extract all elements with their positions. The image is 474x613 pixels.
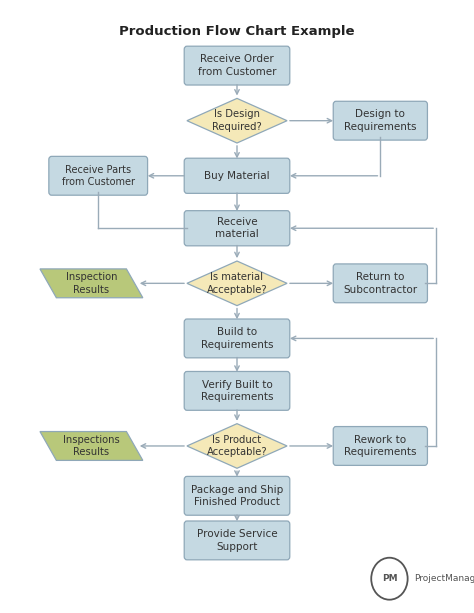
Text: Receive Parts
from Customer: Receive Parts from Customer: [62, 164, 135, 187]
Polygon shape: [40, 269, 143, 298]
Polygon shape: [187, 424, 287, 468]
Text: Design to
Requirements: Design to Requirements: [344, 110, 417, 132]
Text: Is Design
Required?: Is Design Required?: [212, 110, 262, 132]
FancyBboxPatch shape: [184, 371, 290, 410]
Text: Return to
Subcontractor: Return to Subcontractor: [343, 272, 418, 294]
Text: Package and Ship
Finished Product: Package and Ship Finished Product: [191, 485, 283, 507]
FancyBboxPatch shape: [49, 156, 147, 195]
Text: Provide Service
Support: Provide Service Support: [197, 529, 277, 552]
Text: ProjectManager: ProjectManager: [414, 574, 474, 583]
FancyBboxPatch shape: [333, 427, 428, 465]
FancyBboxPatch shape: [333, 101, 428, 140]
FancyBboxPatch shape: [184, 476, 290, 515]
Text: Buy Material: Buy Material: [204, 171, 270, 181]
FancyBboxPatch shape: [184, 521, 290, 560]
Polygon shape: [40, 432, 143, 460]
Text: Receive
material: Receive material: [215, 217, 259, 240]
Text: Is material
Acceptable?: Is material Acceptable?: [207, 272, 267, 294]
FancyBboxPatch shape: [184, 46, 290, 85]
Text: Receive Order
from Customer: Receive Order from Customer: [198, 55, 276, 77]
Text: Is Product
Acceptable?: Is Product Acceptable?: [207, 435, 267, 457]
Text: Inspections
Results: Inspections Results: [63, 435, 120, 457]
Text: PM: PM: [382, 574, 397, 583]
Polygon shape: [187, 261, 287, 306]
FancyBboxPatch shape: [184, 158, 290, 193]
Text: Rework to
Requirements: Rework to Requirements: [344, 435, 417, 457]
Text: Production Flow Chart Example: Production Flow Chart Example: [119, 25, 355, 38]
FancyBboxPatch shape: [333, 264, 428, 303]
Text: Build to
Requirements: Build to Requirements: [201, 327, 273, 349]
Text: Verify Built to
Requirements: Verify Built to Requirements: [201, 379, 273, 402]
FancyBboxPatch shape: [184, 211, 290, 246]
Text: Inspection
Results: Inspection Results: [65, 272, 117, 294]
Polygon shape: [187, 99, 287, 143]
FancyBboxPatch shape: [184, 319, 290, 358]
